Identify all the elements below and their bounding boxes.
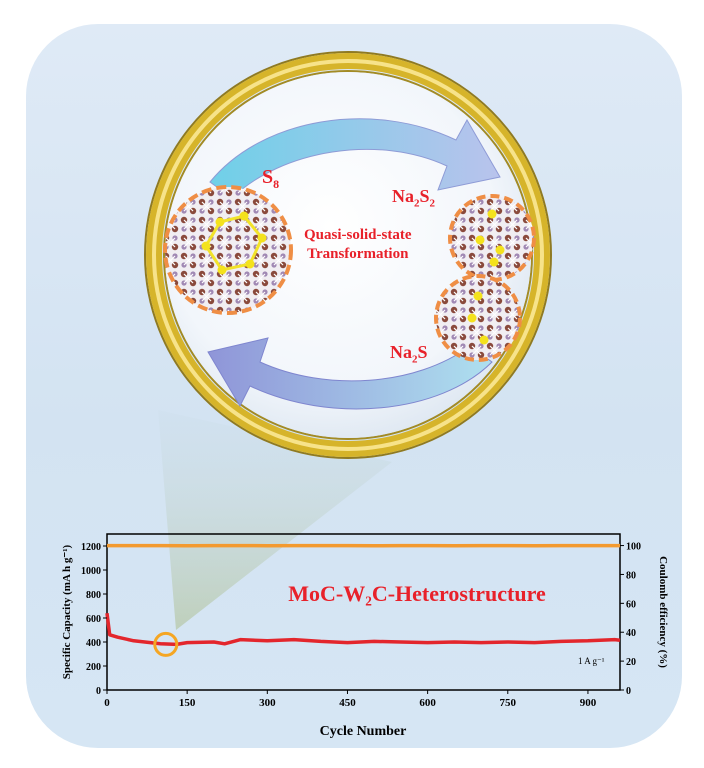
x-tick-label: 450 bbox=[339, 697, 356, 709]
y-tick-label: 800 bbox=[86, 590, 101, 601]
y2-axis-label: Coulomb efficiency (%) bbox=[657, 556, 669, 668]
y-tick-label: 1200 bbox=[81, 542, 101, 553]
na2s-particle bbox=[434, 274, 522, 362]
s8-label-sub: 8 bbox=[273, 177, 280, 191]
y2-tick-label: 20 bbox=[626, 657, 636, 668]
arrow-backward bbox=[207, 337, 493, 410]
na2s-label-sub: 2 bbox=[412, 353, 418, 366]
x-tick-label: 600 bbox=[419, 697, 436, 709]
x-tick-label: 0 bbox=[104, 697, 110, 709]
y-tick-label: 0 bbox=[96, 686, 101, 697]
na2s-label: Na2S bbox=[390, 342, 428, 366]
transformation-line1: Quasi-solid-state bbox=[304, 227, 412, 243]
capacity-line bbox=[105, 612, 621, 647]
plot-frame bbox=[106, 533, 621, 691]
magnification-cone bbox=[158, 410, 392, 630]
y-tick-label: 1000 bbox=[81, 566, 101, 577]
na2s2-label-sub1: 2 bbox=[414, 197, 420, 210]
na2s2-particle bbox=[448, 194, 536, 282]
y-tick-label: 600 bbox=[86, 614, 101, 625]
cycling-chart: 0 150 300 450 600 750 900020040060080010001200… bbox=[61, 533, 669, 739]
s8-particle bbox=[163, 185, 293, 315]
x-axis-label: Cycle Number bbox=[320, 724, 407, 739]
chart-annotation: MoC-W₂C-Heterostructure bbox=[288, 581, 546, 606]
highlight-circle bbox=[153, 631, 179, 657]
y2-tick-label: 100 bbox=[626, 542, 641, 553]
y2-tick-label: 80 bbox=[626, 570, 636, 581]
gold-ring-highlight bbox=[152, 59, 544, 451]
na2s-label-s: S bbox=[417, 342, 428, 362]
y-tick-label: 400 bbox=[86, 638, 101, 649]
gold-ring-outer bbox=[144, 51, 552, 459]
x-tick-label: 900 bbox=[580, 697, 597, 709]
arrow-forward bbox=[209, 118, 501, 199]
y2-tick-label: 60 bbox=[626, 599, 636, 610]
x-tick-label: 150 bbox=[179, 697, 196, 709]
transformation-label: Quasi-solid-state Transformation bbox=[304, 226, 412, 264]
x-tick-label: 750 bbox=[500, 697, 517, 709]
na2s2-label-sub2: 2 bbox=[429, 197, 436, 210]
y2-tick-label: 40 bbox=[626, 628, 636, 639]
y-tick-label: 200 bbox=[86, 662, 101, 673]
transformation-line2: Transformation bbox=[307, 246, 409, 262]
y-axis-label: Specific Capacity (mA h g⁻¹) bbox=[61, 544, 73, 679]
x-tick-label: 300 bbox=[259, 697, 276, 709]
na2s-label-na: Na bbox=[390, 342, 412, 362]
s8-label: S8 bbox=[262, 166, 279, 192]
na2s2-label: Na2S2 bbox=[392, 186, 435, 210]
y2-tick-label: 0 bbox=[626, 686, 631, 697]
rate-label: 1 A g⁻¹ bbox=[578, 656, 605, 666]
na2s2-label-na: Na bbox=[392, 186, 414, 206]
s8-label-main: S bbox=[262, 166, 274, 188]
na2s2-label-s: S bbox=[419, 186, 430, 206]
